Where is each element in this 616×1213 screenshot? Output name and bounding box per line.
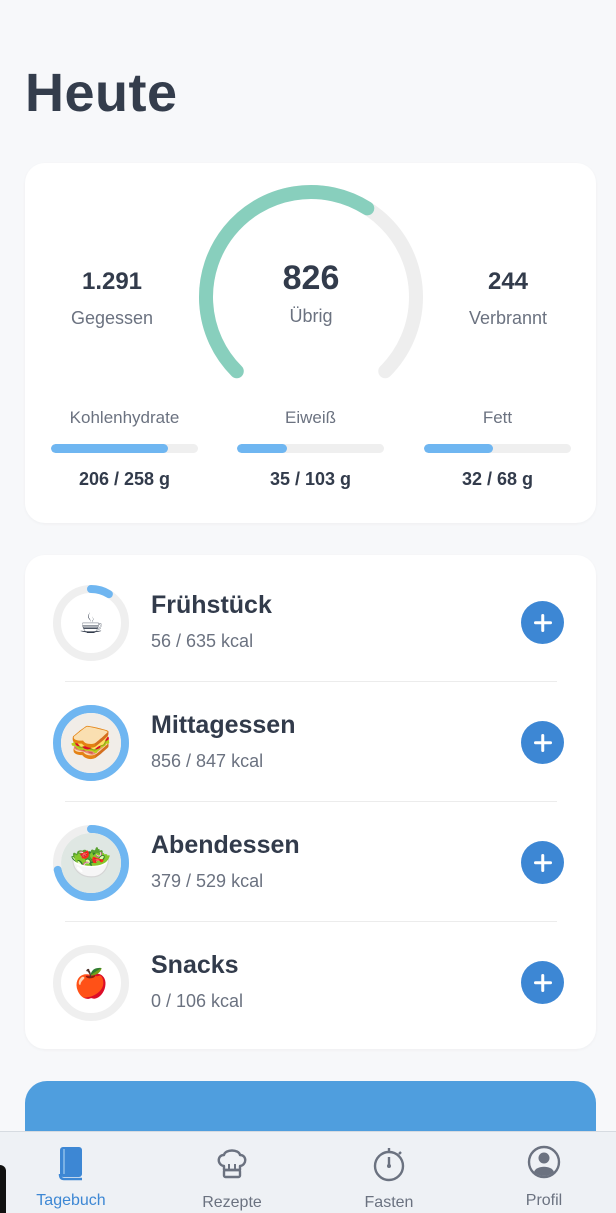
book-icon xyxy=(51,1144,91,1184)
add-dinner-button[interactable] xyxy=(521,841,564,884)
macro-value: 35 / 103 g xyxy=(269,469,352,489)
tab-profil[interactable]: Profil xyxy=(484,1132,604,1213)
eaten-label: Gegessen xyxy=(70,308,154,328)
coffee-cup-icon: ☕ xyxy=(78,607,104,639)
meal-name: Frühstück xyxy=(151,591,272,619)
meal-row-snacks[interactable]: 🍎 Snacks 0 / 106 kcal xyxy=(25,915,596,1035)
eaten-value: 1.291 xyxy=(81,268,143,295)
meal-kcal: 0 / 106 kcal xyxy=(151,991,244,1011)
meal-row-dinner[interactable]: 🥗 Abendessen 379 / 529 kcal xyxy=(25,795,596,915)
meal-progress-ring: 🥪 xyxy=(52,704,130,782)
divider xyxy=(65,801,557,802)
meal-kcal: 856 / 847 kcal xyxy=(151,751,264,771)
screen-edge xyxy=(0,1165,6,1213)
meal-row-lunch[interactable]: 🥪 Mittagessen 856 / 847 kcal xyxy=(25,675,596,795)
macro-progress-bar xyxy=(424,444,571,453)
apple-icon: 🍎 xyxy=(73,967,109,999)
meal-name: Snacks xyxy=(151,951,239,979)
page-title: Heute xyxy=(25,63,178,123)
meal-progress-ring: 🥗 xyxy=(52,824,130,902)
meal-row-breakfast[interactable]: ☕ Frühstück 56 / 635 kcal xyxy=(25,555,596,675)
divider xyxy=(65,681,557,682)
tab-label: Tagebuch xyxy=(36,1192,106,1209)
sandwich-image: 🥪 xyxy=(61,713,121,773)
macro-fat: Fett 32 / 68 g xyxy=(424,408,571,490)
tab-fasten[interactable]: Fasten xyxy=(329,1132,449,1213)
remaining-label: Übrig xyxy=(289,306,333,326)
burned-value: 244 xyxy=(487,268,529,295)
macro-value: 206 / 258 g xyxy=(78,469,171,489)
bottom-tab-bar: Tagebuch Rezepte Fasten Profil xyxy=(0,1131,616,1213)
remaining-value: 826 xyxy=(282,259,340,297)
meal-name: Mittagessen xyxy=(151,711,296,739)
meals-card: ☕ Frühstück 56 / 635 kcal 🥪 Mittagessen … xyxy=(25,555,596,1049)
salad-image: 🥗 xyxy=(61,833,121,893)
meal-kcal: 379 / 529 kcal xyxy=(151,871,264,891)
meal-kcal: 56 / 635 kcal xyxy=(151,631,254,651)
meal-progress-ring: ☕ xyxy=(52,584,130,662)
meal-progress-ring: 🍎 xyxy=(52,944,130,1022)
tab-label: Fasten xyxy=(364,1194,414,1211)
add-lunch-button[interactable] xyxy=(521,721,564,764)
burned-label: Verbrannt xyxy=(468,308,548,328)
macro-label: Fett xyxy=(482,408,513,427)
macro-progress-bar xyxy=(237,444,384,453)
tab-rezepte[interactable]: Rezepte xyxy=(172,1132,292,1213)
burned-stat: 244 Verbrannt xyxy=(428,268,588,329)
macro-value: 32 / 68 g xyxy=(461,469,534,489)
meal-name: Abendessen xyxy=(151,831,300,859)
tab-label: Profil xyxy=(525,1192,563,1209)
macro-progress-bar xyxy=(51,444,198,453)
macro-protein: Eiweiß 35 / 103 g xyxy=(237,408,384,490)
eaten-stat: 1.291 Gegessen xyxy=(32,268,192,329)
profile-icon xyxy=(524,1142,564,1182)
macro-carbs: Kohlenhydrate 206 / 258 g xyxy=(51,408,198,490)
tab-label: Rezepte xyxy=(202,1194,262,1211)
macro-label: Eiweiß xyxy=(284,408,336,427)
chef-hat-icon xyxy=(212,1144,252,1184)
calorie-gauge xyxy=(25,163,596,393)
remaining-stat: 826 Übrig xyxy=(231,259,391,327)
tab-tagebuch[interactable]: Tagebuch xyxy=(11,1132,131,1213)
add-snacks-button[interactable] xyxy=(521,961,564,1004)
stopwatch-icon xyxy=(369,1144,409,1184)
macro-label: Kohlenhydrate xyxy=(69,408,180,427)
divider xyxy=(65,921,557,922)
add-breakfast-button[interactable] xyxy=(521,601,564,644)
calorie-summary-card: 1.291 Gegessen 826 Übrig 244 Verbrannt K… xyxy=(25,163,596,523)
